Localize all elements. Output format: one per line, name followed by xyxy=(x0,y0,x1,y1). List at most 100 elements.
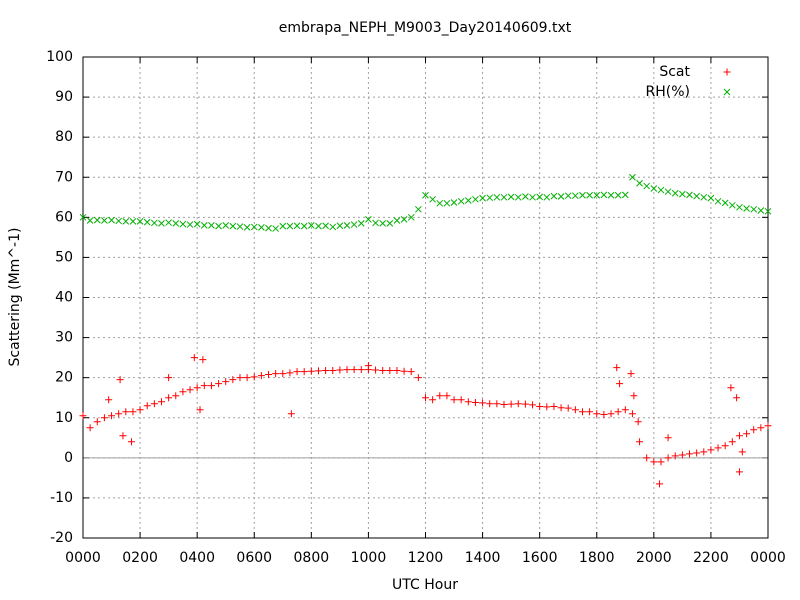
point xyxy=(329,366,337,374)
y-tick-label: 60 xyxy=(55,209,73,225)
point xyxy=(165,374,173,382)
point xyxy=(686,191,693,199)
point xyxy=(557,404,565,412)
point xyxy=(707,446,715,454)
point xyxy=(664,188,672,196)
point xyxy=(614,408,622,416)
point xyxy=(586,408,594,416)
point xyxy=(200,382,208,390)
point xyxy=(119,432,127,440)
point xyxy=(600,191,608,199)
point xyxy=(300,222,308,230)
point xyxy=(307,221,315,229)
legend-marker xyxy=(723,68,731,76)
point xyxy=(265,370,273,378)
legend-marker xyxy=(723,88,731,96)
y-tick-label: 80 xyxy=(55,129,73,145)
point xyxy=(357,219,365,227)
y-tick-label: 30 xyxy=(55,330,73,346)
point xyxy=(736,203,743,211)
point xyxy=(208,221,215,229)
point xyxy=(199,356,207,364)
point xyxy=(272,225,280,232)
point xyxy=(200,221,208,229)
point xyxy=(493,193,501,201)
point xyxy=(707,194,715,202)
point xyxy=(721,442,729,450)
point xyxy=(422,191,429,199)
point xyxy=(536,403,544,411)
point xyxy=(329,223,337,231)
point xyxy=(314,367,322,375)
point xyxy=(108,216,115,224)
point xyxy=(179,388,187,396)
point xyxy=(457,396,465,404)
point xyxy=(229,222,237,230)
x-tick-label: 1400 xyxy=(465,550,501,566)
legend-label: Scat xyxy=(659,64,690,80)
point xyxy=(207,382,215,390)
point xyxy=(86,217,94,224)
point xyxy=(365,215,372,223)
point xyxy=(128,438,136,446)
point xyxy=(196,406,204,414)
point xyxy=(735,432,743,440)
plot-border xyxy=(82,56,769,539)
point xyxy=(250,373,258,381)
point xyxy=(165,394,173,402)
point xyxy=(621,406,629,414)
point xyxy=(679,190,686,198)
point xyxy=(507,400,515,408)
y-tick-label: 90 xyxy=(55,89,73,105)
point xyxy=(407,213,415,221)
point xyxy=(172,392,180,400)
point xyxy=(258,224,265,231)
point xyxy=(493,400,501,408)
point xyxy=(372,219,379,227)
point xyxy=(379,366,387,374)
point xyxy=(343,221,351,229)
point xyxy=(500,401,508,409)
point xyxy=(650,458,658,466)
point xyxy=(593,410,601,418)
point xyxy=(136,406,144,414)
point xyxy=(636,438,644,446)
point xyxy=(557,193,565,200)
point xyxy=(550,403,558,411)
point xyxy=(657,458,665,466)
point xyxy=(436,392,444,400)
point xyxy=(286,222,294,230)
point xyxy=(578,408,586,416)
point xyxy=(105,396,113,404)
y-tick-label: 70 xyxy=(55,169,73,185)
x-tick-label: 2200 xyxy=(693,550,729,566)
point xyxy=(750,426,758,434)
point xyxy=(265,224,272,232)
point xyxy=(136,217,144,225)
point xyxy=(764,207,772,215)
point xyxy=(443,392,451,400)
point xyxy=(733,394,741,402)
y-axis-label: Scattering (Mm^-1) xyxy=(7,228,23,367)
point xyxy=(116,376,124,384)
point xyxy=(272,370,280,378)
point xyxy=(429,396,437,404)
point xyxy=(735,468,743,476)
point xyxy=(108,412,116,420)
point xyxy=(621,191,629,199)
point xyxy=(315,222,322,230)
point xyxy=(486,400,494,408)
point xyxy=(700,448,708,456)
point xyxy=(743,430,751,438)
point xyxy=(115,217,123,225)
point xyxy=(757,207,765,214)
y-tick-label: -10 xyxy=(50,490,73,506)
point xyxy=(364,362,372,370)
point xyxy=(471,399,479,407)
point xyxy=(422,394,429,402)
point xyxy=(507,193,515,201)
point xyxy=(714,444,722,452)
point xyxy=(287,410,295,418)
x-tick-label: 1200 xyxy=(408,550,444,566)
